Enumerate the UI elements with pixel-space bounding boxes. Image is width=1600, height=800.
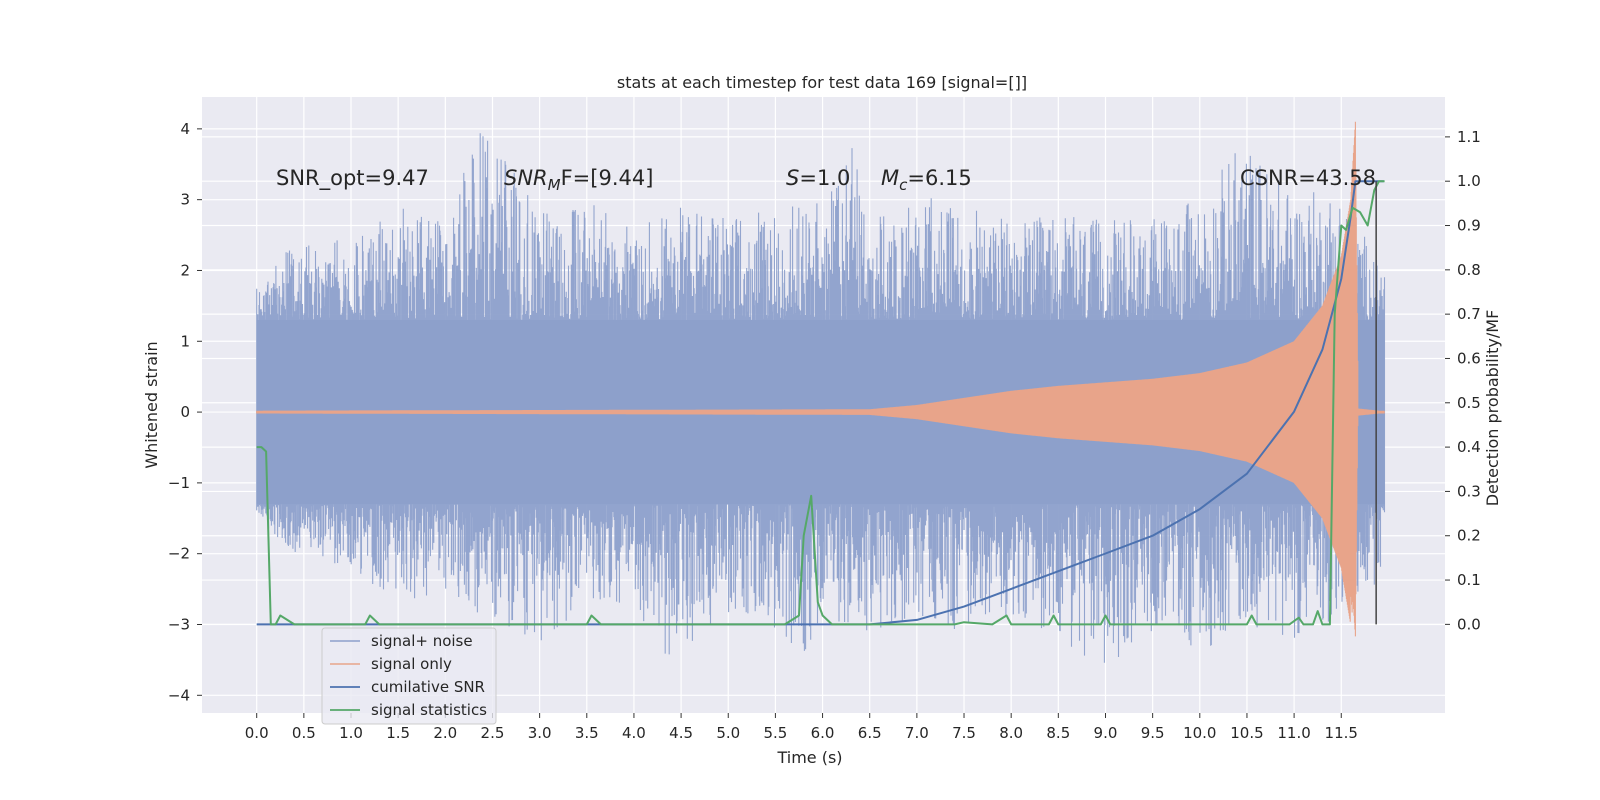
legend-label-signal-statistics: signal statistics — [371, 701, 487, 719]
right-y-tick-label: 0.1 — [1457, 571, 1481, 589]
x-tick-label: 5.0 — [716, 724, 740, 742]
right-y-tick-label: 0.9 — [1457, 217, 1481, 235]
left-y-tick-label: −4 — [168, 686, 190, 704]
x-tick-label: 11.5 — [1325, 724, 1358, 742]
annotation-snr-opt: SNR_opt=9.47 — [276, 166, 429, 191]
legend-box — [321, 627, 497, 725]
mc-sub: c — [899, 176, 908, 194]
x-tick-label: 4.5 — [669, 724, 693, 742]
series-cumulative-snr — [256, 180, 1384, 626]
x-tick-label: 9.5 — [1141, 724, 1165, 742]
annotation-csnr: CSNR=43.58 — [1240, 166, 1376, 190]
x-tick-label: 0.5 — [292, 724, 316, 742]
x-axis-label: Time (s) — [776, 748, 842, 767]
x-axis-ticks: 0.0 0.5 1.0 1.5 2.0 2.5 3.0 3.5 4.0 4.5 5.0 5.5 6.0 6… — [245, 713, 1358, 742]
x-tick-label: 6.5 — [858, 724, 882, 742]
right-y-tick-label: 0.7 — [1457, 305, 1481, 323]
right-y-tick-label: 0.0 — [1457, 615, 1481, 633]
left-y-axis-ticks: 4 3 2 1 0 −1 −2 −3 −4 — [168, 120, 202, 704]
left-y-tick-label: 2 — [180, 261, 190, 279]
x-tick-label: 6.0 — [811, 724, 835, 742]
annotation-snr-mf: SNRMF=[9.44] — [504, 166, 653, 194]
mc-main: M — [881, 166, 899, 190]
right-y-tick-label: 1.1 — [1457, 128, 1481, 146]
snr-mf-rest: F=[9.44] — [561, 166, 654, 190]
x-tick-label: 8.5 — [1046, 724, 1070, 742]
x-tick-label: 7.0 — [905, 724, 929, 742]
legend-label-cumulative-snr: cumilative SNR — [371, 678, 485, 696]
x-tick-label: 3.0 — [528, 724, 552, 742]
right-y-tick-label: 0.8 — [1457, 261, 1481, 279]
x-tick-label: 2.5 — [481, 724, 505, 742]
right-y-tick-label: 0.5 — [1457, 394, 1481, 412]
left-y-tick-label: −3 — [168, 615, 190, 633]
x-tick-label: 7.5 — [952, 724, 976, 742]
plot-content — [256, 121, 1386, 663]
right-y-tick-label: 0.3 — [1457, 482, 1481, 500]
snr-mf-main: SNR — [504, 166, 548, 190]
x-tick-label: 9.0 — [1094, 724, 1118, 742]
snr-mf-sub: M — [548, 176, 561, 194]
right-y-axis-label: Detection probability/MF — [1483, 310, 1502, 507]
chart-title: stats at each timestep for test data 169… — [617, 73, 1027, 92]
right-y-axis-ticks: 1.1 1.0 0.9 0.8 0.7 0.6 0.5 0.4 0.3 0.2 0.1 0.0 — [1445, 128, 1481, 633]
right-y-tick-label: 0.2 — [1457, 527, 1481, 545]
left-y-tick-label: 3 — [180, 191, 190, 209]
series-signal-only — [256, 121, 1385, 637]
left-y-tick-label: 1 — [180, 332, 190, 350]
right-y-tick-label: 0.4 — [1457, 438, 1481, 456]
series-signal-statistics — [256, 180, 1385, 626]
left-y-axis-label: Whitened strain — [142, 341, 161, 468]
legend: signal+ noise signal only cumilative SNR… — [321, 627, 497, 725]
legend-label-signal-only: signal only — [371, 655, 452, 673]
x-tick-label: 4.0 — [622, 724, 646, 742]
s-rest: =1.0 — [799, 166, 850, 190]
x-tick-label: 0.0 — [245, 724, 269, 742]
annotation-mc: Mc=6.15 — [881, 166, 972, 194]
x-tick-label: 5.5 — [763, 724, 787, 742]
annotation-s: S=1.0 — [786, 166, 850, 190]
x-tick-label: 8.0 — [999, 724, 1023, 742]
left-y-tick-label: 4 — [180, 120, 190, 138]
left-y-tick-label: −1 — [168, 474, 190, 492]
mc-rest: =6.15 — [907, 166, 971, 190]
legend-label-signal-noise: signal+ noise — [371, 632, 473, 650]
x-tick-label: 1.5 — [386, 724, 410, 742]
x-tick-label: 1.0 — [339, 724, 363, 742]
left-y-tick-label: −2 — [168, 545, 190, 563]
s-main: S — [786, 166, 799, 190]
x-tick-label: 2.0 — [433, 724, 457, 742]
right-y-tick-label: 1.0 — [1457, 172, 1481, 190]
right-y-tick-label: 0.6 — [1457, 349, 1481, 367]
x-tick-label: 10.0 — [1183, 724, 1216, 742]
x-tick-label: 3.5 — [575, 724, 599, 742]
x-tick-label: 11.0 — [1277, 724, 1310, 742]
x-tick-label: 10.5 — [1230, 724, 1263, 742]
left-y-tick-label: 0 — [180, 403, 190, 421]
